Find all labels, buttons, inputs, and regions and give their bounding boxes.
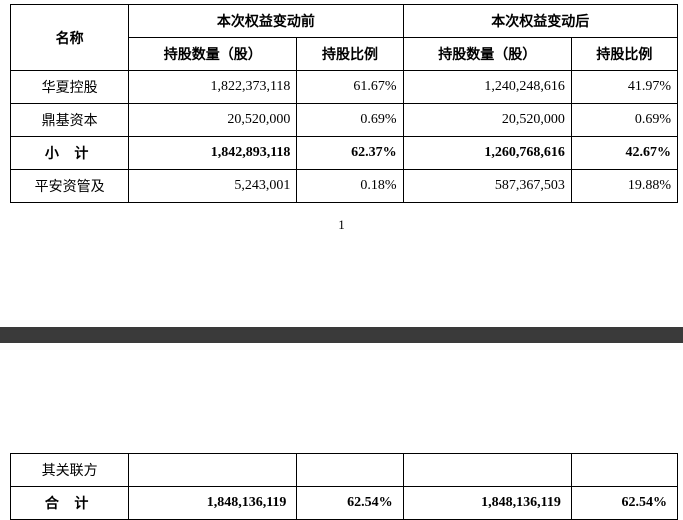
cell-before-qty: 1,842,893,118: [129, 137, 297, 170]
cell-after-pct: 62.54%: [571, 487, 677, 520]
table-row: 华夏控股 1,822,373,118 61.67% 1,240,248,616 …: [11, 71, 678, 104]
table-header: 名称 本次权益变动前 本次权益变动后 持股数量（股） 持股比例 持股数量（股） …: [11, 5, 678, 71]
cell-before-qty: 1,822,373,118: [129, 71, 297, 104]
cell-after-qty: 1,240,248,616: [403, 71, 571, 104]
header-before-qty: 持股数量（股）: [129, 38, 297, 71]
header-group-before: 本次权益变动前: [129, 5, 403, 38]
table-body: 华夏控股 1,822,373,118 61.67% 1,240,248,616 …: [11, 71, 678, 203]
cell-before-pct: [297, 454, 403, 487]
header-after-qty: 持股数量（股）: [403, 38, 571, 71]
cell-before-pct: 61.67%: [297, 71, 403, 104]
cell-before-qty: 20,520,000: [129, 104, 297, 137]
cell-name: 华夏控股: [11, 71, 129, 104]
cell-before-pct: 62.54%: [297, 487, 403, 520]
page: 名称 本次权益变动前 本次权益变动后 持股数量（股） 持股比例 持股数量（股） …: [0, 4, 683, 520]
cell-name: 鼎基资本: [11, 104, 129, 137]
cell-name: 平安资管及: [11, 170, 129, 203]
table-row: 鼎基资本 20,520,000 0.69% 20,520,000 0.69%: [11, 104, 678, 137]
cell-after-qty: 1,848,136,119: [403, 487, 571, 520]
cell-name: 其关联方: [11, 454, 129, 487]
header-group-after: 本次权益变动后: [403, 5, 677, 38]
cell-after-qty: 587,367,503: [403, 170, 571, 203]
cell-before-qty: 1,848,136,119: [129, 487, 297, 520]
table-row: 平安资管及 5,243,001 0.18% 587,367,503 19.88%: [11, 170, 678, 203]
cell-after-pct: 0.69%: [571, 104, 677, 137]
header-after-pct: 持股比例: [571, 38, 677, 71]
cell-name: 小 计: [11, 137, 129, 170]
cell-before-qty: [129, 454, 297, 487]
cell-before-qty: 5,243,001: [129, 170, 297, 203]
table-body: 其关联方 合 计 1,848,136,119 62.54% 1,848,136,…: [11, 454, 678, 520]
cell-after-qty: 20,520,000: [403, 104, 571, 137]
equity-change-table: 名称 本次权益变动前 本次权益变动后 持股数量（股） 持股比例 持股数量（股） …: [10, 4, 678, 203]
cell-after-qty: [403, 454, 571, 487]
equity-change-table-continued: 其关联方 合 计 1,848,136,119 62.54% 1,848,136,…: [10, 453, 678, 520]
cell-after-pct: 42.67%: [571, 137, 677, 170]
cell-name: 合 计: [11, 487, 129, 520]
header-before-pct: 持股比例: [297, 38, 403, 71]
table-row: 其关联方: [11, 454, 678, 487]
cell-before-pct: 0.18%: [297, 170, 403, 203]
page-break-bar: [0, 327, 683, 343]
cell-after-pct: [571, 454, 677, 487]
cell-after-qty: 1,260,768,616: [403, 137, 571, 170]
cell-before-pct: 62.37%: [297, 137, 403, 170]
cell-after-pct: 19.88%: [571, 170, 677, 203]
table-row-total: 合 计 1,848,136,119 62.54% 1,848,136,119 6…: [11, 487, 678, 520]
page-number: 1: [0, 217, 683, 233]
header-name: 名称: [11, 5, 129, 71]
cell-before-pct: 0.69%: [297, 104, 403, 137]
table-row-subtotal: 小 计 1,842,893,118 62.37% 1,260,768,616 4…: [11, 137, 678, 170]
cell-after-pct: 41.97%: [571, 71, 677, 104]
